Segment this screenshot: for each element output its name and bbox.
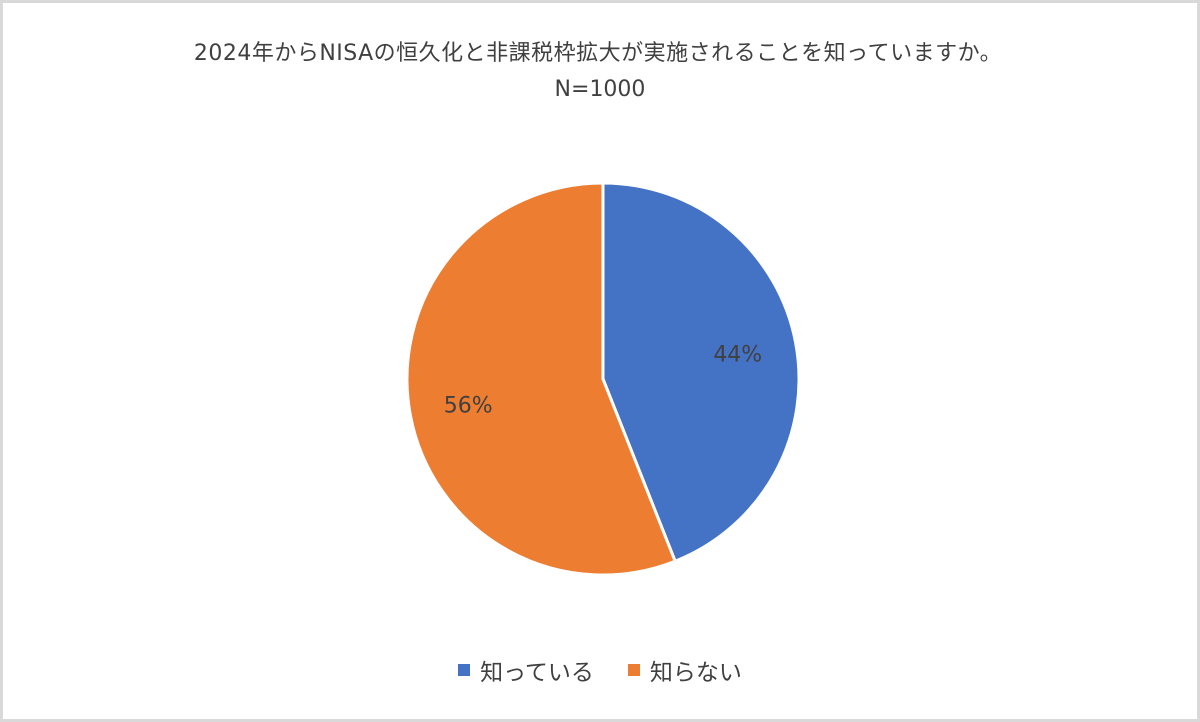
pie-slice-unknown bbox=[405, 181, 678, 577]
legend: 知っている 知らない bbox=[3, 653, 1197, 687]
legend-item-known: 知っている bbox=[458, 653, 594, 687]
legend-swatch-unknown bbox=[627, 664, 640, 676]
legend-swatch-known bbox=[458, 664, 471, 676]
pie-chart: 44% 56% bbox=[405, 181, 801, 577]
chart-subtitle: N=1000 bbox=[554, 77, 646, 102]
data-label-unknown: 56% bbox=[444, 394, 493, 419]
legend-label-known: 知っている bbox=[480, 660, 594, 686]
legend-item-unknown: 知らない bbox=[627, 653, 742, 687]
chart-title: 2024年からNISAの恒久化と非課税枠拡大が実施されることを知っていますか。 bbox=[193, 41, 1003, 66]
data-label-known: 44% bbox=[713, 342, 762, 367]
pie-slice-known bbox=[601, 181, 801, 564]
legend-label-unknown: 知らない bbox=[649, 660, 742, 686]
